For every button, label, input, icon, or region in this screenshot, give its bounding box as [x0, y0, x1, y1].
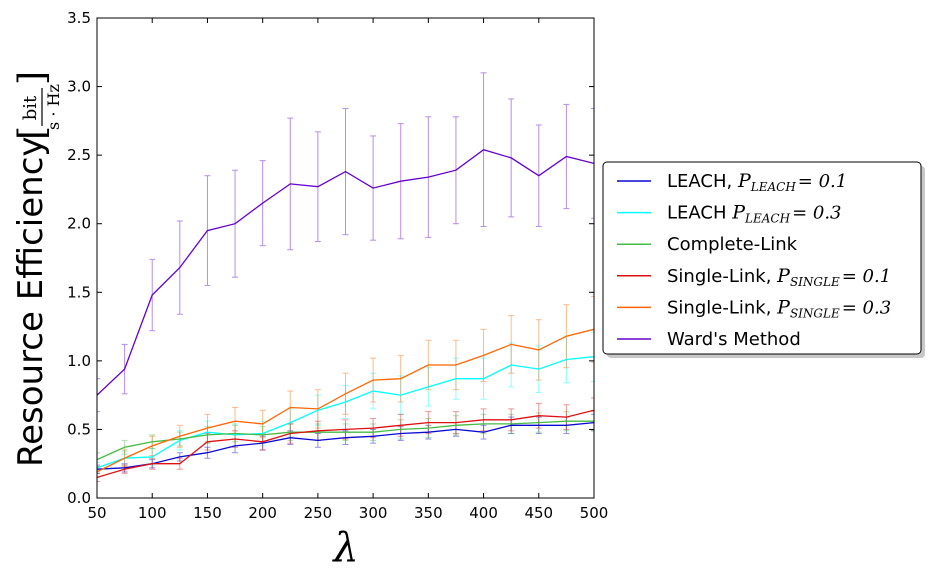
error-bar — [591, 295, 594, 363]
error-bar — [97, 378, 100, 413]
x-tick-label: 250 — [304, 504, 333, 522]
y-tick-label: 0.0 — [67, 489, 91, 507]
series-line-6 — [97, 148, 594, 396]
error-bar — [591, 108, 594, 219]
x-tick-label: 50 — [87, 504, 106, 522]
y-axis-unit: [ bit s · Hz ] — [12, 71, 63, 140]
y-tick-label: 3.0 — [67, 78, 91, 96]
y-tick-label: 3.5 — [67, 9, 91, 27]
y-unit-open-bracket: [ — [12, 126, 53, 140]
legend-entry-label: LEACH PLEACH = 0.3 — [667, 202, 842, 226]
x-tick-label: 500 — [580, 504, 609, 522]
error-bar — [591, 411, 594, 432]
error-bar — [591, 331, 594, 382]
legend-entry-label: Single-Link, PSINGLE = 0.1 — [667, 265, 891, 289]
y-unit-denominator: s · Hz — [44, 84, 63, 130]
y-tick-label: 1.0 — [67, 352, 91, 370]
series-line-2 — [97, 356, 594, 469]
y-unit-close-bracket: ] — [12, 71, 53, 85]
y-tick-label: 2.0 — [67, 215, 91, 233]
x-tick-label: 150 — [193, 504, 222, 522]
legend-entry-label: LEACH, PLEACH = 0.1 — [667, 170, 847, 194]
y-tick-label: 0.5 — [67, 420, 91, 438]
x-tick-label: 200 — [248, 504, 277, 522]
error-bar — [591, 413, 594, 432]
series-line-1 — [97, 421, 594, 470]
legend-entry-label: Single-Link, PSINGLE = 0.3 — [667, 296, 891, 320]
x-tick-label: 100 — [138, 504, 167, 522]
y-axis-label: Resource Efficiency — [11, 136, 51, 467]
x-tick-label: 400 — [469, 504, 498, 522]
x-axis-label: λ — [331, 525, 358, 571]
y-tick-label: 2.5 — [67, 146, 91, 164]
series-line-5 — [97, 328, 594, 473]
plot-area — [97, 72, 594, 483]
series-line-3 — [97, 420, 594, 461]
legend-box — [602, 161, 922, 355]
legend-entry-label: Ward's Method — [667, 329, 801, 350]
error-bar — [97, 461, 100, 474]
axes: 50 100 150 200 250 300 350 400 450 500 0.0 0.5 1.0 1.… — [67, 9, 608, 522]
x-tick-label: 300 — [359, 504, 388, 522]
error-bar — [97, 464, 100, 474]
series-line-4 — [97, 409, 594, 479]
legend: LEACH, PLEACH = 0.1 LEACH PLEACH = 0.3 Compl… — [602, 161, 925, 358]
legend-entry-label: Complete-Link — [667, 234, 798, 255]
y-unit-numerator: bit — [20, 95, 41, 120]
x-tick-label: 450 — [524, 504, 553, 522]
error-bar — [97, 472, 100, 483]
y-tick-label: 1.5 — [67, 283, 91, 301]
x-tick-label: 350 — [414, 504, 443, 522]
plot-frame — [96, 17, 595, 499]
